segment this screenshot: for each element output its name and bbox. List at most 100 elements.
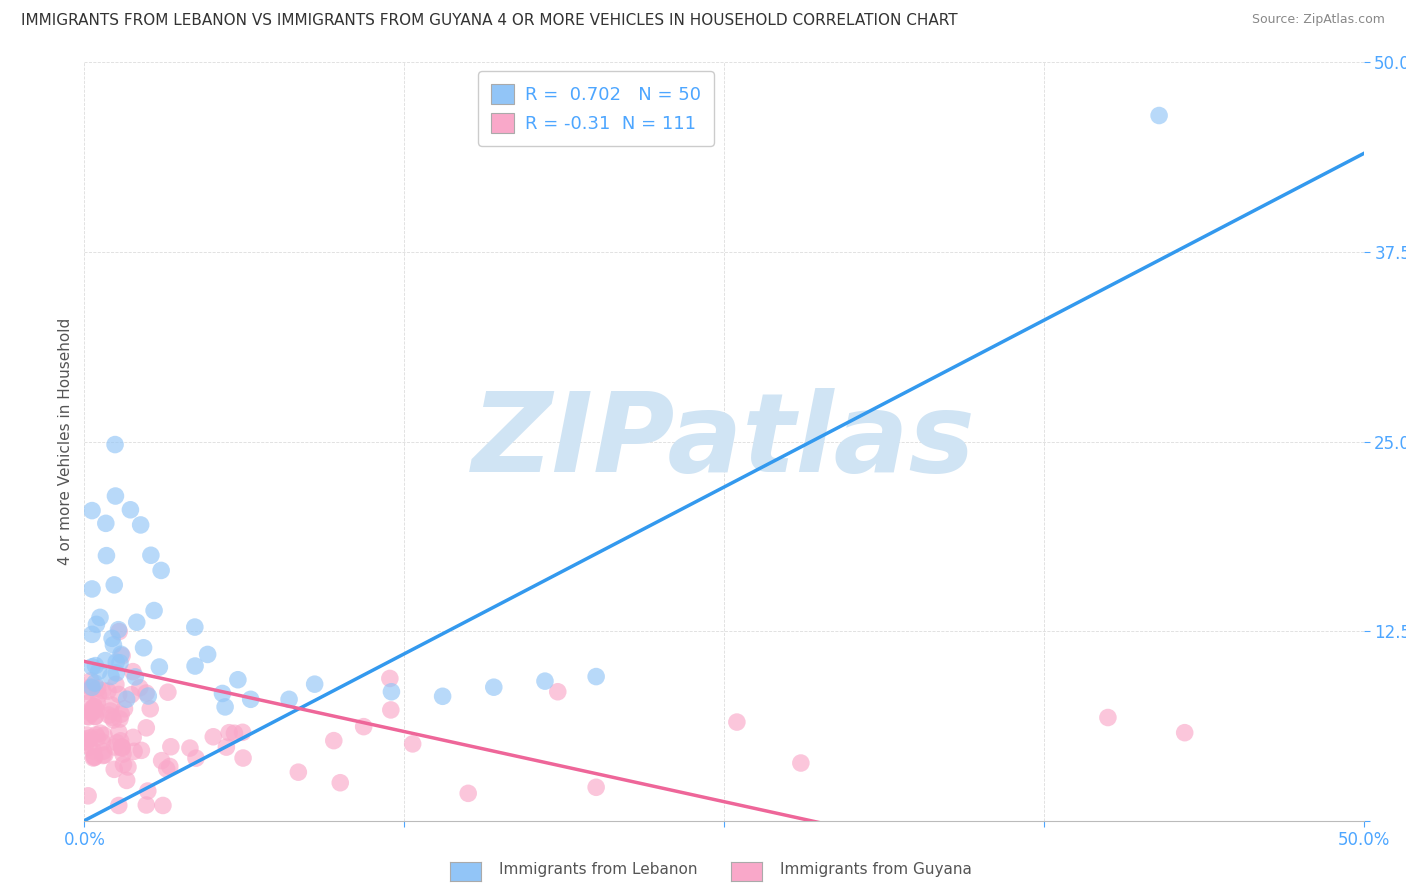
Point	[380, 703, 402, 717]
Point	[160, 739, 183, 754]
Point	[218, 725, 240, 739]
Point	[104, 677, 127, 691]
Point	[226, 673, 249, 687]
Point	[122, 744, 145, 758]
Text: Source: ZipAtlas.com: Source: ZipAtlas.com	[1251, 13, 1385, 27]
Point	[184, 659, 207, 673]
Point	[103, 578, 125, 592]
Text: ZIPatlas: ZIPatlas	[472, 388, 976, 495]
Point	[108, 712, 131, 726]
Point	[97, 708, 120, 723]
Point	[143, 603, 166, 617]
Point	[105, 655, 128, 669]
Point	[77, 789, 100, 803]
Point	[97, 684, 120, 698]
Point	[103, 713, 125, 727]
Point	[76, 684, 98, 698]
Point	[83, 699, 105, 714]
Point	[111, 741, 134, 756]
Point	[76, 734, 98, 748]
Point	[287, 765, 309, 780]
Point	[111, 740, 134, 755]
Point	[108, 656, 131, 670]
Point	[107, 623, 129, 637]
Point	[84, 703, 107, 717]
Point	[100, 669, 122, 683]
Text: IMMIGRANTS FROM LEBANON VS IMMIGRANTS FROM GUYANA 4 OR MORE VEHICLES IN HOUSEHOL: IMMIGRANTS FROM LEBANON VS IMMIGRANTS FR…	[21, 13, 957, 29]
Point	[115, 692, 138, 706]
Point	[585, 669, 607, 683]
Point	[184, 751, 207, 765]
Point	[86, 617, 108, 632]
Point	[214, 699, 236, 714]
Point	[148, 660, 170, 674]
Point	[80, 705, 103, 719]
Point	[179, 741, 201, 756]
Point	[96, 549, 118, 563]
Point	[156, 685, 179, 699]
Point	[87, 688, 110, 702]
Point	[94, 654, 117, 668]
Point	[80, 706, 103, 721]
Point	[110, 707, 132, 722]
Point	[103, 638, 125, 652]
Point	[128, 681, 150, 695]
Point	[84, 699, 107, 714]
Point	[98, 704, 121, 718]
Point	[482, 680, 505, 694]
Point	[402, 737, 425, 751]
Point	[87, 665, 110, 679]
Point	[82, 751, 104, 765]
Point	[111, 747, 134, 761]
Point	[80, 503, 103, 517]
Point	[91, 748, 114, 763]
Text: Immigrants from Lebanon: Immigrants from Lebanon	[499, 863, 697, 877]
Point	[184, 620, 207, 634]
Point	[101, 632, 124, 646]
Point	[80, 627, 103, 641]
Point	[104, 489, 127, 503]
Point	[110, 647, 132, 661]
Point	[105, 665, 128, 680]
Point	[80, 673, 103, 688]
Point	[232, 725, 254, 739]
Point	[82, 703, 104, 717]
Point	[239, 692, 262, 706]
Point	[77, 710, 100, 724]
Point	[156, 762, 179, 776]
Point	[91, 735, 114, 749]
Point	[322, 733, 344, 747]
Point	[211, 686, 233, 700]
Point	[114, 702, 136, 716]
Point	[1097, 710, 1119, 724]
Point	[84, 658, 107, 673]
Point	[82, 744, 104, 758]
Point	[215, 740, 238, 755]
Point	[353, 720, 375, 734]
Point	[80, 660, 103, 674]
Point	[534, 674, 557, 689]
Point	[103, 763, 125, 777]
Point	[82, 701, 104, 715]
Point	[547, 685, 569, 699]
Point	[117, 760, 139, 774]
Point	[278, 692, 301, 706]
Y-axis label: 4 or more Vehicles in Household: 4 or more Vehicles in Household	[58, 318, 73, 566]
Point	[93, 728, 115, 742]
Point	[79, 731, 101, 745]
Point	[122, 731, 145, 745]
Point	[224, 726, 246, 740]
Point	[80, 680, 103, 694]
Point	[86, 696, 108, 710]
Point	[202, 730, 225, 744]
Point	[150, 754, 173, 768]
Point	[152, 798, 174, 813]
Point	[80, 582, 103, 596]
Point	[89, 610, 111, 624]
Text: Immigrants from Guyana: Immigrants from Guyana	[780, 863, 972, 877]
Point	[115, 773, 138, 788]
Point	[122, 665, 145, 679]
Point	[89, 726, 111, 740]
Point	[101, 710, 124, 724]
Point	[107, 688, 129, 702]
